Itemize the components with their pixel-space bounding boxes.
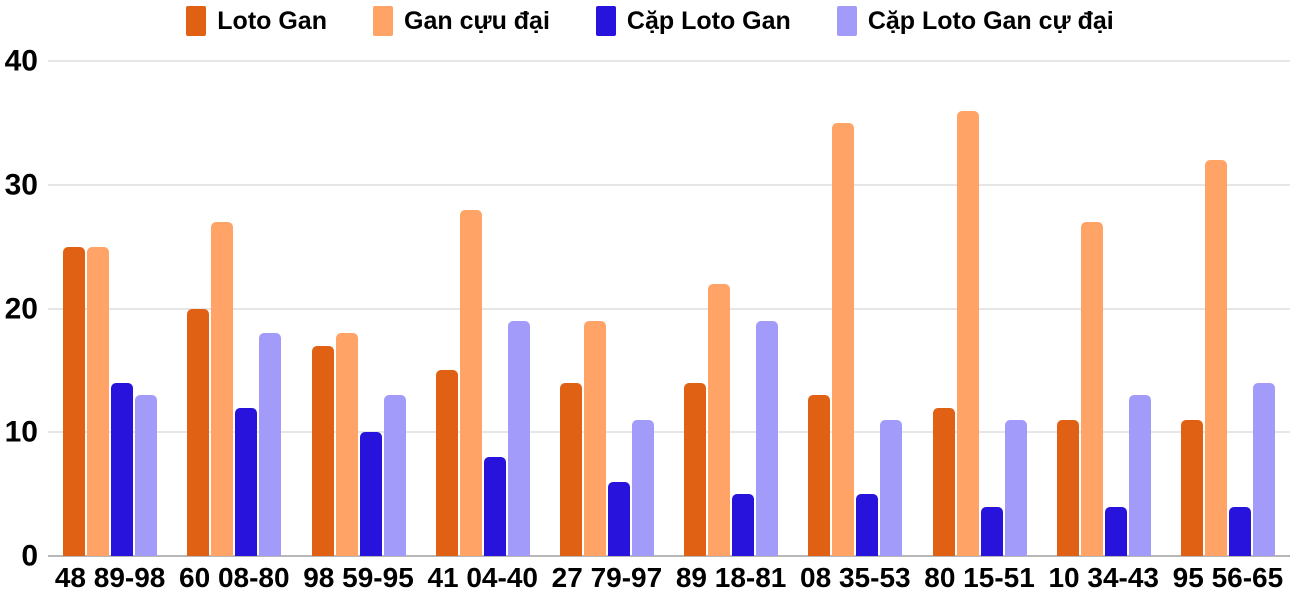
bar-group-2	[172, 61, 296, 556]
bar-loto-gan-6[interactable]	[684, 382, 707, 556]
bar-loto-gan-9[interactable]	[1056, 419, 1079, 556]
legend-swatch-icon	[186, 6, 207, 36]
x-category-label: 08 35-53	[800, 562, 911, 593]
y-axis-labels: 0 10 20 30 40	[0, 46, 40, 571]
bar-gan-cựu-đại-6[interactable]	[708, 283, 731, 556]
legend-item-3[interactable]: Cặp Loto Gan	[595, 6, 791, 36]
x-category-label: 98 59-95	[303, 562, 414, 593]
legend-item-4[interactable]: Cặp Loto Gan cự đại	[836, 6, 1114, 36]
bar-cặp-loto-gan-10[interactable]	[1228, 506, 1251, 556]
bar-loto-gan-7[interactable]	[808, 395, 831, 556]
bar-cặp-loto-gan-cự-đại-10[interactable]	[1252, 382, 1275, 556]
bar-cặp-loto-gan-cự-đại-7[interactable]	[880, 419, 903, 556]
bar-group-4	[421, 61, 545, 556]
y-tick-label: 0	[21, 539, 38, 573]
bar-cặp-loto-gan-cự-đại-6[interactable]	[756, 320, 779, 556]
legend-label: Cặp Loto Gan cự đại	[867, 6, 1114, 35]
bar-group-1	[48, 61, 172, 556]
bar-gan-cựu-đại-9[interactable]	[1080, 221, 1103, 556]
bar-loto-gan-2[interactable]	[187, 308, 210, 556]
x-category-label: 27 79-97	[551, 562, 663, 593]
legend-item-2[interactable]: Gan cựu đại	[373, 6, 550, 36]
x-category-label: 10 34-43	[1048, 562, 1159, 593]
x-axis-labels: 48 89-98 60 08-80 98 59-95 41 04-40 27 79-97…	[48, 562, 1290, 594]
grid-line	[48, 60, 1290, 62]
bar-loto-gan-4[interactable]	[435, 370, 458, 556]
bar-cặp-loto-gan-4[interactable]	[483, 457, 506, 556]
bar-gan-cựu-đại-1[interactable]	[87, 246, 110, 556]
legend-label: Gan cựu đại	[404, 6, 550, 35]
y-tick-label: 40	[4, 44, 38, 78]
legend: Loto Gan Gan cựu đại Cặp Loto Gan Cặp Loto …	[0, 6, 1300, 36]
bar-gan-cựu-đại-3[interactable]	[335, 333, 358, 556]
bar-group-7	[793, 61, 917, 556]
bar-loto-gan-3[interactable]	[311, 345, 334, 556]
bar-cặp-loto-gan-8[interactable]	[980, 506, 1003, 556]
bar-cặp-loto-gan-cự-đại-4[interactable]	[507, 320, 530, 556]
x-category-label: 41 04-40	[427, 562, 538, 593]
bar-cặp-loto-gan-cự-đại-3[interactable]	[383, 395, 406, 556]
bar-loto-gan-5[interactable]	[559, 382, 582, 556]
y-tick-label: 20	[4, 292, 38, 325]
x-category-label: 60 08-80	[179, 562, 290, 593]
bar-group-9	[1042, 61, 1166, 556]
legend-swatch-icon	[836, 6, 857, 36]
bar-group-6	[669, 61, 793, 556]
bar-group-8	[917, 61, 1041, 556]
x-axis-baseline	[48, 555, 1290, 557]
bar-group-5	[545, 61, 669, 556]
x-category-label: 89 18-81	[675, 562, 787, 593]
bar-cặp-loto-gan-cự-đại-9[interactable]	[1128, 395, 1151, 556]
grid-line	[48, 183, 1290, 186]
bar-gan-cựu-đại-10[interactable]	[1204, 160, 1227, 556]
x-category-label: 95 56-65	[1172, 562, 1284, 593]
legend-swatch-icon	[595, 6, 616, 36]
legend-item-1[interactable]: Loto Gan	[186, 6, 327, 36]
legend-swatch-icon	[373, 6, 393, 36]
y-tick-label: 30	[4, 168, 38, 202]
bar-loto-gan-8[interactable]	[932, 407, 955, 556]
bar-cặp-loto-gan-cự-đại-8[interactable]	[1004, 419, 1027, 556]
bar-gan-cựu-đại-5[interactable]	[583, 320, 606, 556]
bar-cặp-loto-gan-2[interactable]	[235, 407, 258, 556]
bar-groups	[48, 61, 1290, 556]
bar-cặp-loto-gan-6[interactable]	[732, 494, 755, 556]
y-tick-label: 10	[4, 415, 38, 449]
legend-label: Cặp Loto Gan	[626, 6, 791, 35]
bar-gan-cựu-đại-2[interactable]	[211, 221, 234, 556]
bar-gan-cựu-đại-8[interactable]	[956, 110, 979, 556]
bar-gan-cựu-đại-4[interactable]	[459, 209, 482, 556]
bar-group-3	[296, 61, 420, 556]
grid-line	[48, 307, 1290, 310]
x-category-label: 48 89-98	[54, 562, 166, 593]
bar-cặp-loto-gan-cự-đại-1[interactable]	[135, 395, 158, 556]
bar-cặp-loto-gan-5[interactable]	[607, 481, 630, 556]
bar-cặp-loto-gan-cự-đại-2[interactable]	[259, 333, 282, 556]
bar-loto-gan-1[interactable]	[63, 246, 86, 556]
bar-gan-cựu-đại-7[interactable]	[832, 122, 855, 556]
bar-group-10	[1166, 61, 1290, 556]
bar-cặp-loto-gan-9[interactable]	[1104, 506, 1127, 556]
plot-area	[48, 60, 1290, 557]
bar-cặp-loto-gan-3[interactable]	[359, 432, 382, 556]
legend-label: Loto Gan	[217, 6, 327, 35]
bar-cặp-loto-gan-1[interactable]	[111, 382, 134, 556]
bar-cặp-loto-gan-cự-đại-5[interactable]	[631, 419, 654, 556]
bar-cặp-loto-gan-7[interactable]	[856, 494, 879, 556]
bar-loto-gan-10[interactable]	[1180, 419, 1203, 556]
x-category-label: 80 15-51	[924, 562, 1035, 593]
grid-line	[48, 431, 1290, 434]
